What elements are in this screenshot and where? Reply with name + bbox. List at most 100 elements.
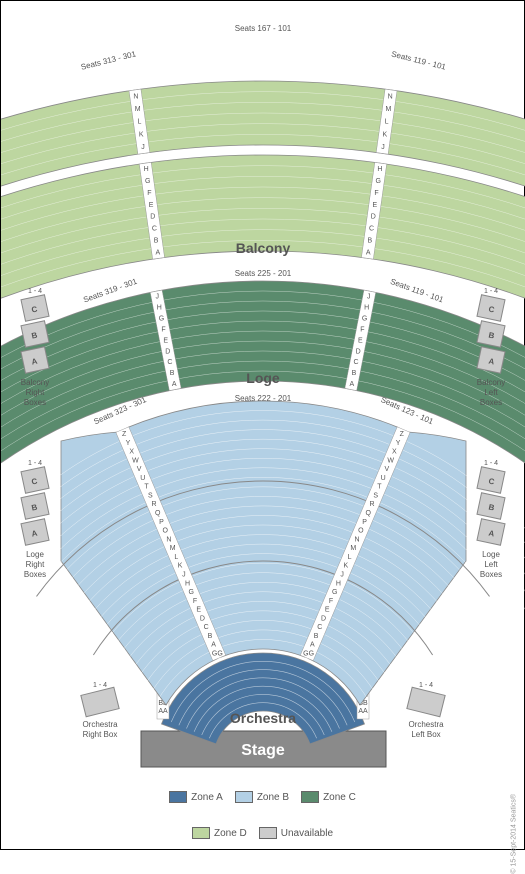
- svg-text:Boxes: Boxes: [24, 570, 46, 579]
- svg-text:K: K: [344, 563, 349, 570]
- svg-text:J: J: [182, 571, 186, 578]
- svg-text:H: H: [157, 305, 162, 312]
- svg-text:K: K: [382, 131, 387, 138]
- svg-text:GG: GG: [303, 651, 314, 658]
- svg-text:Loge: Loge: [246, 370, 280, 386]
- side-box[interactable]: [407, 687, 445, 717]
- svg-text:Loge: Loge: [482, 550, 500, 559]
- svg-text:P: P: [159, 519, 164, 526]
- svg-text:G: G: [189, 589, 194, 596]
- svg-text:D: D: [356, 348, 361, 355]
- svg-text:N: N: [388, 93, 393, 100]
- svg-text:N: N: [166, 536, 171, 543]
- svg-text:H: H: [144, 166, 149, 173]
- svg-text:B: B: [170, 370, 175, 377]
- legend-swatch: [235, 791, 253, 803]
- svg-text:A: A: [211, 642, 216, 649]
- svg-text:Left: Left: [484, 560, 498, 569]
- svg-text:C: C: [167, 359, 172, 366]
- svg-text:Balcony: Balcony: [21, 378, 49, 387]
- svg-text:Seats 167 - 101: Seats 167 - 101: [235, 24, 292, 33]
- svg-text:H: H: [377, 166, 382, 173]
- legend-label: Zone C: [323, 792, 356, 803]
- legend-label: Unavailable: [281, 828, 333, 839]
- svg-text:F: F: [161, 326, 165, 333]
- svg-text:F: F: [360, 326, 364, 333]
- svg-text:A: A: [172, 381, 177, 388]
- svg-text:Seats 225 - 201: Seats 225 - 201: [235, 269, 292, 278]
- svg-text:T: T: [377, 484, 382, 491]
- svg-text:1 - 4: 1 - 4: [28, 460, 42, 467]
- svg-text:M: M: [170, 545, 176, 552]
- svg-text:E: E: [149, 202, 154, 209]
- svg-text:F: F: [329, 598, 333, 605]
- svg-text:X: X: [392, 449, 397, 456]
- svg-text:Loge: Loge: [26, 550, 44, 559]
- svg-text:B: B: [352, 370, 357, 377]
- svg-text:GG: GG: [212, 651, 223, 658]
- svg-text:Left: Left: [484, 388, 498, 397]
- svg-text:M: M: [385, 106, 391, 113]
- svg-text:F: F: [374, 190, 378, 197]
- legend-label: Zone A: [191, 792, 223, 803]
- svg-text:O: O: [358, 528, 364, 535]
- svg-text:R: R: [151, 501, 156, 508]
- legend-label: Zone B: [257, 792, 289, 803]
- svg-text:G: G: [159, 316, 164, 323]
- svg-text:1 - 4: 1 - 4: [93, 682, 107, 689]
- svg-text:M: M: [350, 545, 356, 552]
- svg-text:Orchestra: Orchestra: [230, 710, 296, 726]
- svg-text:Balcony: Balcony: [236, 240, 291, 256]
- svg-text:M: M: [135, 106, 141, 113]
- svg-text:Seats 119 - 101: Seats 119 - 101: [390, 49, 447, 71]
- chart-svg: StageOrchestraFFEEDDCCBBAAFFEEDDCCBBAAZY…: [1, 1, 525, 791]
- legend-item: Zone A: [169, 791, 223, 803]
- svg-text:L: L: [348, 554, 352, 561]
- svg-text:H: H: [364, 305, 369, 312]
- svg-text:V: V: [385, 466, 390, 473]
- svg-text:A: A: [155, 249, 160, 256]
- seating-chart: StageOrchestraFFEEDDCCBBAAFFEEDDCCBBAAZY…: [0, 0, 525, 850]
- svg-text:Boxes: Boxes: [24, 398, 46, 407]
- svg-text:L: L: [174, 554, 178, 561]
- svg-text:U: U: [381, 475, 386, 482]
- svg-text:Right Box: Right Box: [83, 730, 118, 739]
- svg-text:Boxes: Boxes: [480, 570, 502, 579]
- svg-text:B: B: [208, 633, 213, 640]
- svg-text:D: D: [150, 214, 155, 221]
- svg-text:S: S: [148, 492, 153, 499]
- svg-text:Seats 222 - 201: Seats 222 - 201: [235, 394, 292, 403]
- svg-text:N: N: [355, 536, 360, 543]
- svg-text:J: J: [155, 294, 159, 301]
- svg-text:Q: Q: [155, 510, 161, 517]
- side-box[interactable]: [81, 687, 119, 717]
- svg-text:C: C: [317, 624, 322, 631]
- svg-text:Right: Right: [26, 560, 45, 569]
- svg-text:Balcony: Balcony: [477, 378, 505, 387]
- svg-text:B: B: [154, 237, 159, 244]
- svg-text:J: J: [141, 144, 145, 151]
- svg-text:E: E: [196, 607, 201, 614]
- legend-swatch: [169, 791, 187, 803]
- svg-text:K: K: [139, 131, 144, 138]
- svg-text:D: D: [371, 214, 376, 221]
- svg-text:F: F: [193, 598, 197, 605]
- svg-text:Q: Q: [366, 510, 372, 517]
- legend-item: Unavailable: [259, 827, 333, 839]
- svg-text:1 - 4: 1 - 4: [28, 288, 42, 295]
- svg-text:1 - 4: 1 - 4: [419, 682, 433, 689]
- svg-text:H: H: [336, 580, 341, 587]
- svg-text:G: G: [376, 178, 381, 185]
- svg-text:O: O: [162, 528, 168, 535]
- svg-text:1 - 4: 1 - 4: [484, 460, 498, 467]
- svg-text:A: A: [310, 642, 315, 649]
- svg-text:G: G: [332, 589, 337, 596]
- svg-text:W: W: [387, 457, 394, 464]
- svg-text:S: S: [373, 492, 378, 499]
- svg-text:D: D: [321, 615, 326, 622]
- svg-text:D: D: [165, 348, 170, 355]
- svg-text:J: J: [381, 144, 385, 151]
- svg-text:C: C: [354, 359, 359, 366]
- legend-swatch: [301, 791, 319, 803]
- svg-text:D: D: [200, 615, 205, 622]
